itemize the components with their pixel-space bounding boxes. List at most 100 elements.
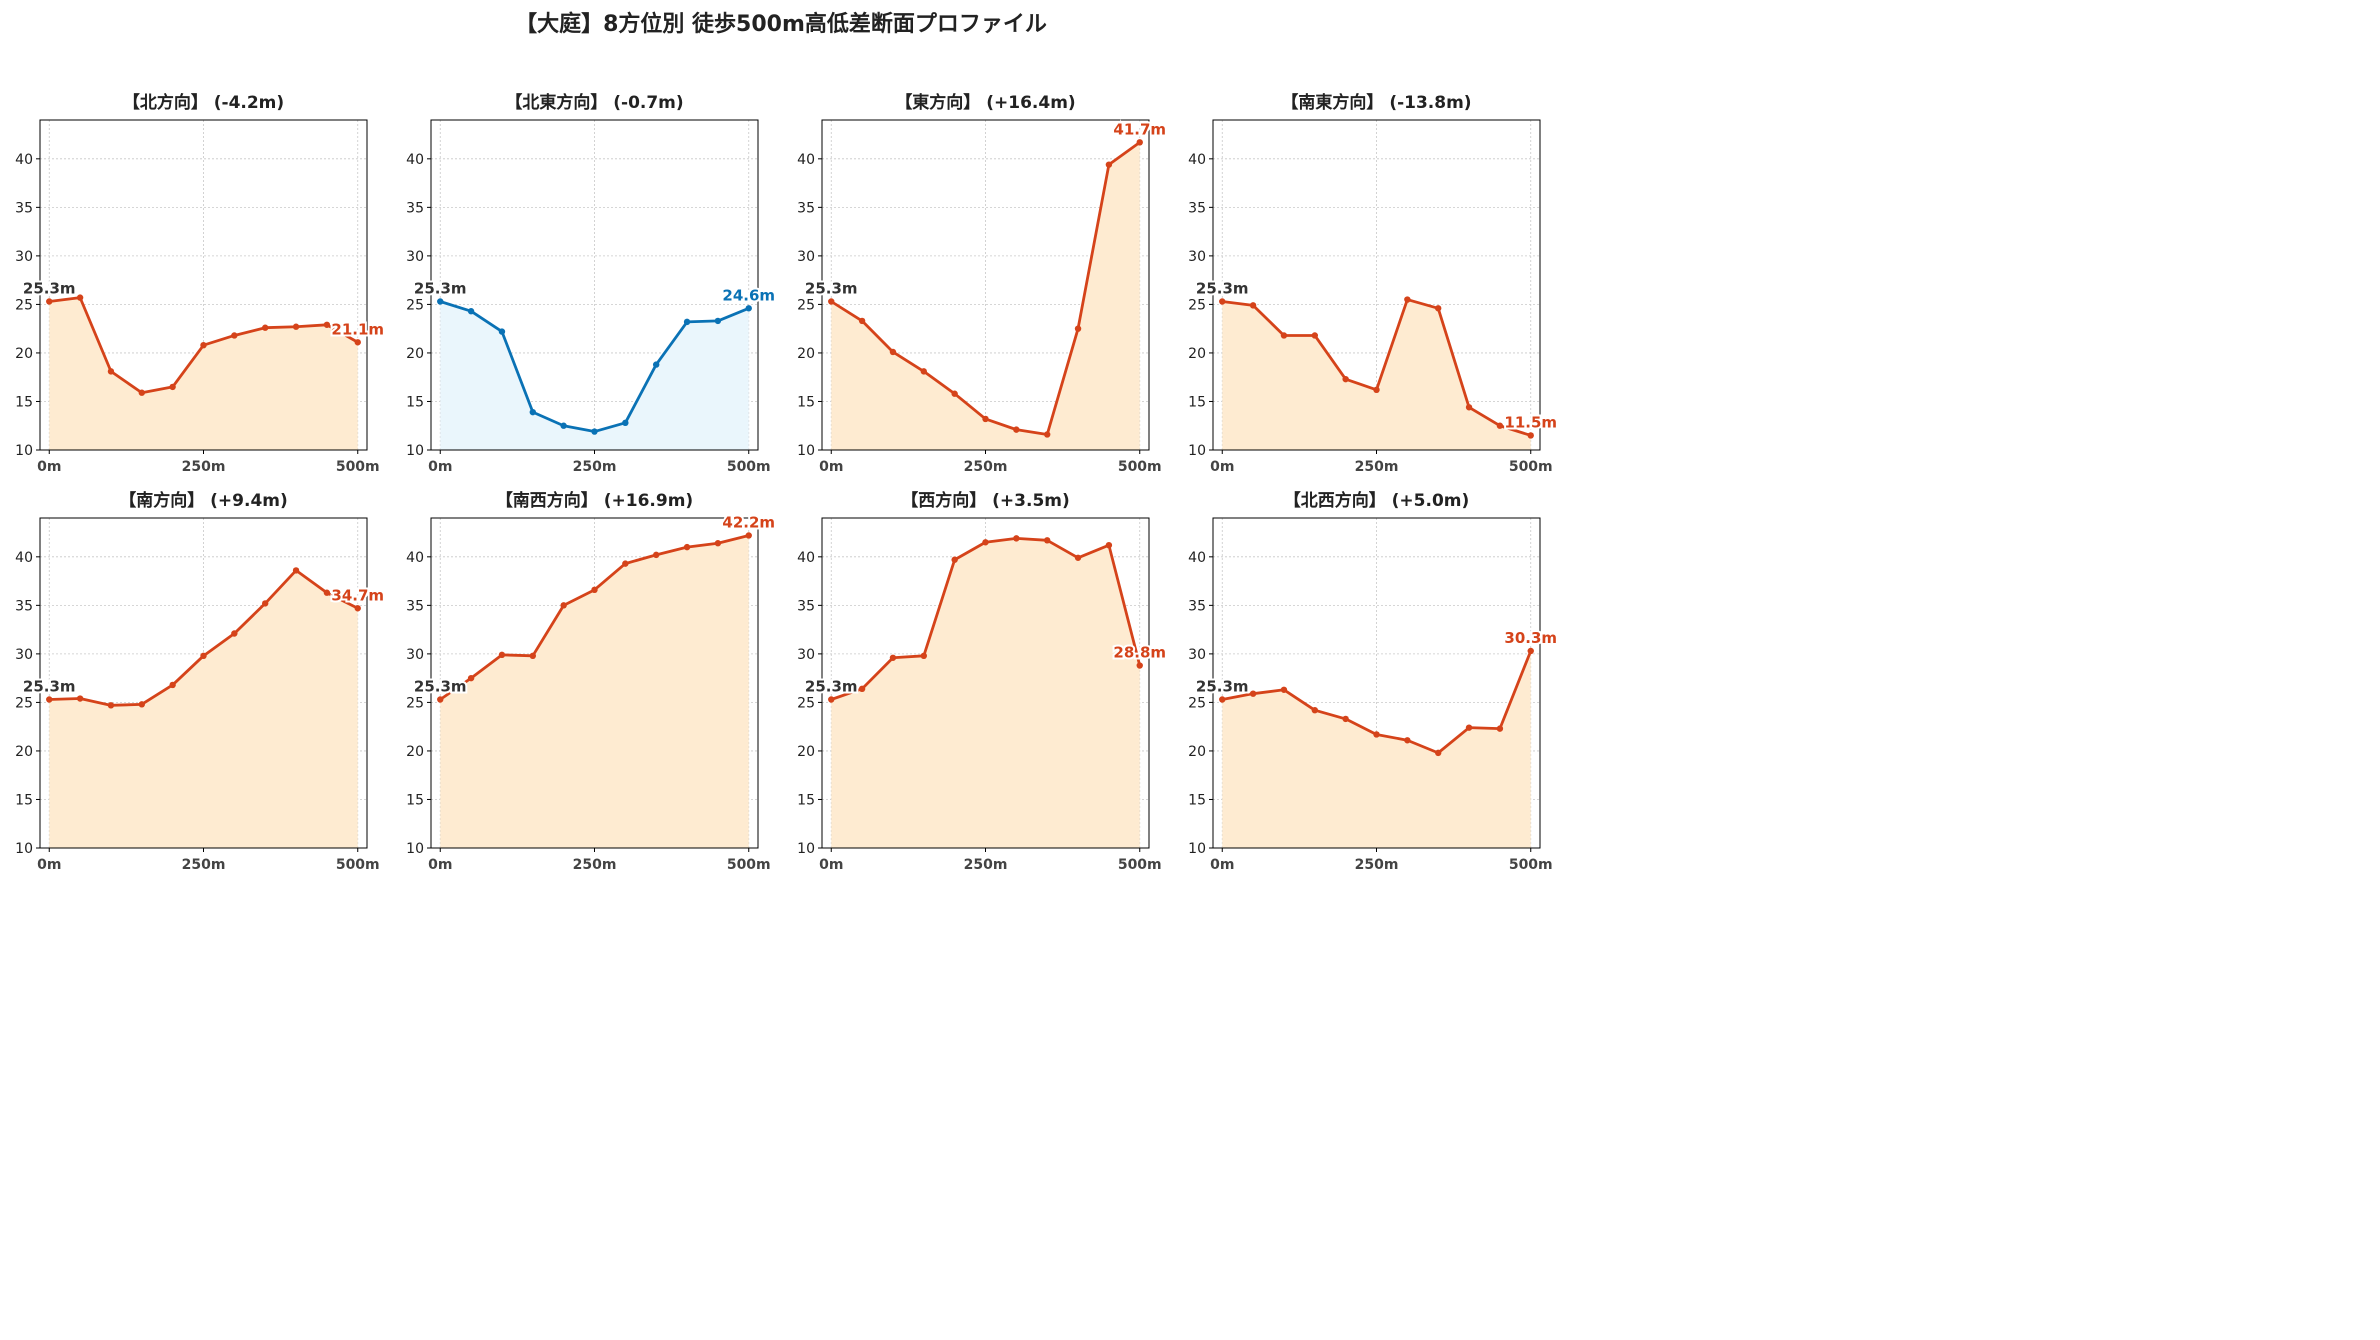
y-tick-label: 15 [1188,792,1206,808]
data-point [169,383,176,391]
y-tick-label: 35 [15,598,33,614]
data-point [1105,541,1113,549]
y-tick-label: 10 [406,443,424,459]
data-point [169,681,176,689]
x-tick-label: 250m [182,857,226,873]
data-point [1465,724,1473,731]
y-tick-label: 35 [406,200,424,216]
y-tick-label: 20 [1188,346,1206,362]
data-point [1136,139,1143,146]
y-tick-label: 40 [406,550,424,566]
data-point [1527,432,1534,439]
data-point [1434,749,1442,757]
data-point [1013,535,1020,542]
data-point [261,324,269,331]
y-tick-label: 25 [1188,695,1206,711]
chart-panel-1: 【北東方向】 (-0.7m) 10 15 20 25 30 35 40 0m 250m 500m 25… [406,92,777,475]
data-point [1074,554,1082,561]
x-tick-label: 0m [819,857,843,873]
data-point [292,567,300,574]
x-tick-label: 250m [1355,459,1399,475]
start-label: 25.3m [805,280,858,298]
x-tick-label: 500m [1118,857,1162,873]
y-tick-label: 30 [1188,249,1206,265]
data-point [261,600,269,607]
y-tick-label: 30 [1188,647,1206,663]
data-point [138,389,146,396]
data-point [1342,375,1349,383]
data-point [714,540,722,547]
y-tick-label: 25 [406,695,424,711]
y-tick-label: 15 [406,394,424,410]
y-tick-label: 40 [1188,550,1206,566]
area-fill [440,301,749,450]
y-tick-label: 20 [406,346,424,362]
chart-panel-3: 【南東方向】 (-13.8m) 10 15 20 25 30 35 40 0m 250m 500m 2… [1188,92,1559,475]
data-point [920,652,928,660]
x-tick-label: 500m [727,459,771,475]
data-point [1105,161,1113,168]
x-tick-label: 0m [1210,857,1234,873]
data-point [1527,647,1534,655]
data-point [1219,298,1226,305]
data-point [560,422,567,429]
data-point [231,630,238,637]
y-tick-label: 20 [406,744,424,760]
x-tick-label: 250m [1355,857,1399,873]
data-point [889,654,897,661]
x-tick-label: 0m [428,857,452,873]
data-point [292,323,300,330]
end-label: 30.3m [1504,629,1557,647]
data-point [529,652,537,660]
data-point [467,308,475,315]
data-point [1219,696,1226,703]
data-point [1496,422,1504,429]
y-tick-label: 30 [797,647,815,663]
y-tick-label: 25 [797,695,815,711]
y-tick-label: 25 [15,695,33,711]
x-tick-label: 500m [727,857,771,873]
data-point [46,696,53,703]
data-point [1043,537,1051,544]
data-point [76,294,84,301]
end-label: 28.8m [1113,644,1166,662]
data-point [354,339,361,346]
data-point [622,560,629,567]
chart-title: 【東方向】 (+16.4m) [895,92,1075,113]
chart-panel-7: 【北西方向】 (+5.0m) 10 15 20 25 30 35 40 0m 250m 500m 25… [1188,490,1559,873]
y-tick-label: 25 [15,297,33,313]
y-tick-label: 20 [797,346,815,362]
chart-title: 【西方向】 (+3.5m) [901,490,1070,511]
area-fill [49,570,358,848]
y-tick-label: 40 [797,152,815,168]
area-fill [1222,299,1531,450]
y-tick-label: 30 [797,249,815,265]
data-point [323,321,331,328]
y-tick-label: 35 [1188,200,1206,216]
data-point [889,348,897,356]
x-tick-label: 0m [428,459,452,475]
data-point [1496,725,1504,732]
area-fill [1222,650,1531,848]
y-tick-label: 30 [406,647,424,663]
start-label: 25.3m [23,678,76,696]
data-point [591,586,598,594]
chart-title: 【北東方向】 (-0.7m) [505,92,683,113]
y-tick-label: 15 [797,792,815,808]
end-label: 21.1m [331,320,384,338]
y-tick-label: 20 [15,744,33,760]
data-point [652,361,660,368]
area-fill [440,535,749,848]
data-point [1249,690,1257,697]
data-point [467,674,475,682]
data-point [1465,404,1473,411]
y-tick-label: 20 [797,744,815,760]
x-tick-label: 0m [37,459,61,475]
y-tick-label: 35 [1188,598,1206,614]
data-point [200,341,207,349]
x-tick-label: 500m [1509,459,1553,475]
area-fill [831,142,1140,450]
y-tick-label: 35 [406,598,424,614]
y-tick-label: 35 [797,598,815,614]
